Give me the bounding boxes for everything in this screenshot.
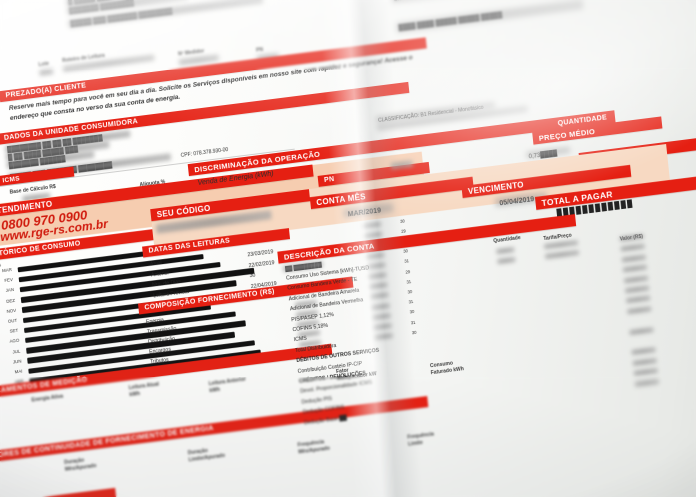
descricao-row-valor bbox=[634, 378, 660, 387]
access-key-blur bbox=[396, 0, 584, 33]
descricao-row-label: ICMS bbox=[293, 336, 308, 344]
descricao-row-valor bbox=[620, 243, 645, 252]
historico-row-dias: 30 bbox=[411, 329, 417, 336]
historico-row-kwh bbox=[372, 312, 391, 321]
descricao-row-valor bbox=[633, 368, 659, 377]
label-lote: Lote bbox=[38, 60, 50, 69]
descricao-row-valor bbox=[631, 347, 656, 356]
lancamentos-col-consumo: Consumo Faturado kWh bbox=[429, 360, 465, 376]
historico-row-month: NOV bbox=[6, 307, 17, 314]
descricao-row-valor bbox=[632, 357, 657, 366]
section-ip-cip-header: IP / CIP bbox=[0, 487, 117, 497]
descricao-row-valor bbox=[622, 264, 648, 273]
historico-row-dias: 30 bbox=[409, 309, 415, 315]
descricao-row-valor bbox=[627, 306, 652, 315]
historico-row-month: MAR bbox=[1, 267, 13, 274]
historico-row-month: JUN bbox=[12, 358, 22, 365]
historico-row-kwh bbox=[373, 322, 392, 331]
historico-row-dias: 31 bbox=[404, 258, 410, 265]
datas-leituras-value: 30 bbox=[249, 272, 256, 280]
continuidade-title: INDICADORES DE CONTINUIDADE DE FORNECIME… bbox=[0, 425, 215, 464]
historico-row-month: OUT bbox=[7, 317, 18, 324]
historico-row-month: MAI bbox=[14, 368, 23, 375]
historico-row-kwh bbox=[370, 292, 389, 300]
historico-row-dias: 30 bbox=[403, 248, 409, 254]
historico-row-month: JAN bbox=[5, 287, 15, 294]
historico-row-kwh bbox=[367, 262, 386, 270]
value-lote-blur bbox=[39, 68, 54, 77]
historico-row-dias: 30 bbox=[399, 217, 405, 224]
continuidade-col-2: Duração Limite/Apurado bbox=[187, 447, 226, 463]
pn-label: PN bbox=[323, 175, 335, 185]
lancamentos-col-energia: Energia Ativa bbox=[31, 393, 64, 404]
historico-row-kwh bbox=[362, 221, 382, 229]
continuidade-col-4: Frequência Limite bbox=[407, 431, 435, 448]
descricao-row-valor bbox=[621, 254, 647, 263]
descricao-conta-title: DESCRIÇÃO DA CONTA bbox=[283, 240, 375, 262]
historico-row-dias: 31 bbox=[406, 278, 412, 285]
continuidade-col-1: Duração Mês/Apurado bbox=[63, 457, 97, 473]
historico-row-month: FEV bbox=[4, 277, 14, 284]
historico-row-kwh bbox=[368, 272, 387, 280]
historico-row-dias: 30 bbox=[407, 288, 413, 295]
descricao-row-valor bbox=[624, 285, 650, 294]
datas-leituras-value: 22/02/2019 bbox=[248, 259, 275, 269]
historico-row-dias: 31 bbox=[408, 299, 414, 305]
historico-row-month: DEZ bbox=[5, 297, 16, 304]
historico-row-month: JUL bbox=[12, 348, 21, 355]
historico-row-kwh bbox=[374, 333, 393, 341]
descricao-row-valor bbox=[626, 295, 651, 304]
label-pn: PN bbox=[255, 46, 264, 54]
lancamentos-col-leitura-anterior: Leitura Anterior kWh bbox=[208, 376, 247, 394]
lancamentos-col-leitura-atual: Leitura Atual kWh bbox=[128, 381, 160, 398]
historico-row-month: AGO bbox=[9, 338, 20, 345]
continuidade-col-3: Frequência Mês/Apurado bbox=[297, 439, 331, 456]
historico-row-dias: 31 bbox=[410, 319, 416, 325]
descricao-row-quantidade bbox=[496, 246, 515, 255]
descricao-row-valor bbox=[629, 326, 654, 335]
descricao-row-quantidade bbox=[497, 257, 516, 265]
historico-row-dias: 29 bbox=[400, 228, 407, 234]
descricao-col-quantidade: Quantidade bbox=[493, 235, 521, 245]
historico-row-dias: 29 bbox=[405, 268, 411, 275]
historico-row-month: SET bbox=[9, 327, 19, 335]
historico-row-kwh bbox=[371, 302, 390, 310]
datas-leituras-label: Atual bbox=[149, 260, 163, 268]
historico-row-kwh bbox=[366, 251, 385, 260]
descricao-row-tarifa bbox=[545, 250, 580, 260]
historico-row-kwh bbox=[369, 282, 388, 290]
datas-leituras-value: 23/03/2019 bbox=[247, 249, 274, 259]
descricao-row-valor bbox=[623, 275, 649, 284]
